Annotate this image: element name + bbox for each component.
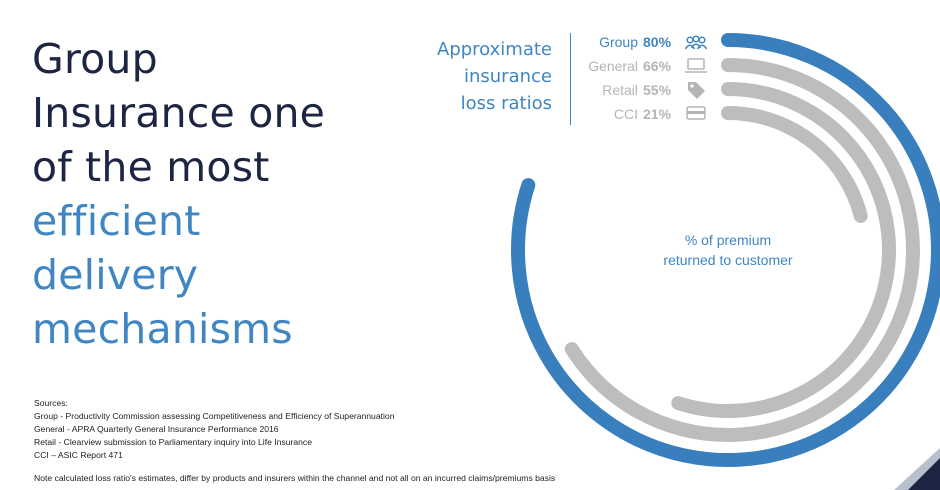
headline-line: of the most [32, 143, 270, 191]
headline: Group Insurance one of the most efficien… [32, 32, 325, 356]
sources-block: Sources: Group - Productivity Commission… [34, 397, 394, 462]
headline-line-highlight: mechanisms [32, 305, 293, 353]
ring-label: General [588, 58, 638, 74]
ring-label: Group [599, 34, 638, 50]
ring-arc-group [511, 33, 940, 467]
ring-label: CCI [614, 106, 638, 122]
headline-line: Group [32, 35, 158, 83]
price-tag-icon [688, 82, 705, 99]
ring-arc-cci [721, 106, 868, 223]
headline-line: Insurance one [32, 89, 326, 137]
chart-title-line: loss ratios [460, 93, 552, 114]
ring-value: 66% [643, 58, 672, 74]
ring-arc-retail [671, 82, 896, 418]
legend-divider [570, 33, 571, 125]
ring-value: 21% [643, 106, 672, 122]
sources-heading: Sources: [34, 398, 68, 408]
ring-arc-general [564, 58, 920, 442]
source-line: Retail - Clearview submission to Parliam… [34, 437, 312, 447]
source-line: CCI – ASIC Report 471 [34, 450, 123, 460]
ring-label: Retail [602, 82, 638, 98]
laptop-icon [685, 58, 707, 73]
center-label-line: % of premium [685, 232, 771, 248]
chart-title-line: insurance [463, 66, 552, 87]
footnote: Note calculated loss ratio's estimates, … [34, 473, 556, 483]
source-line: General - APRA Quarterly General Insuran… [34, 424, 279, 434]
people-icon [684, 35, 708, 50]
center-label-line: returned to customer [663, 252, 793, 268]
source-line: Group - Productivity Commission assessin… [34, 411, 395, 421]
chart-title-line: Approximate [437, 39, 552, 60]
ring-value: 55% [643, 82, 672, 98]
ring-value: 80% [643, 34, 672, 50]
corner-decoration [894, 448, 940, 490]
headline-line-highlight: efficient [32, 197, 201, 245]
credit-card-icon [686, 106, 706, 120]
headline-line-highlight: delivery [32, 251, 199, 299]
chart-title: Approximate insurance loss ratios [400, 36, 552, 117]
